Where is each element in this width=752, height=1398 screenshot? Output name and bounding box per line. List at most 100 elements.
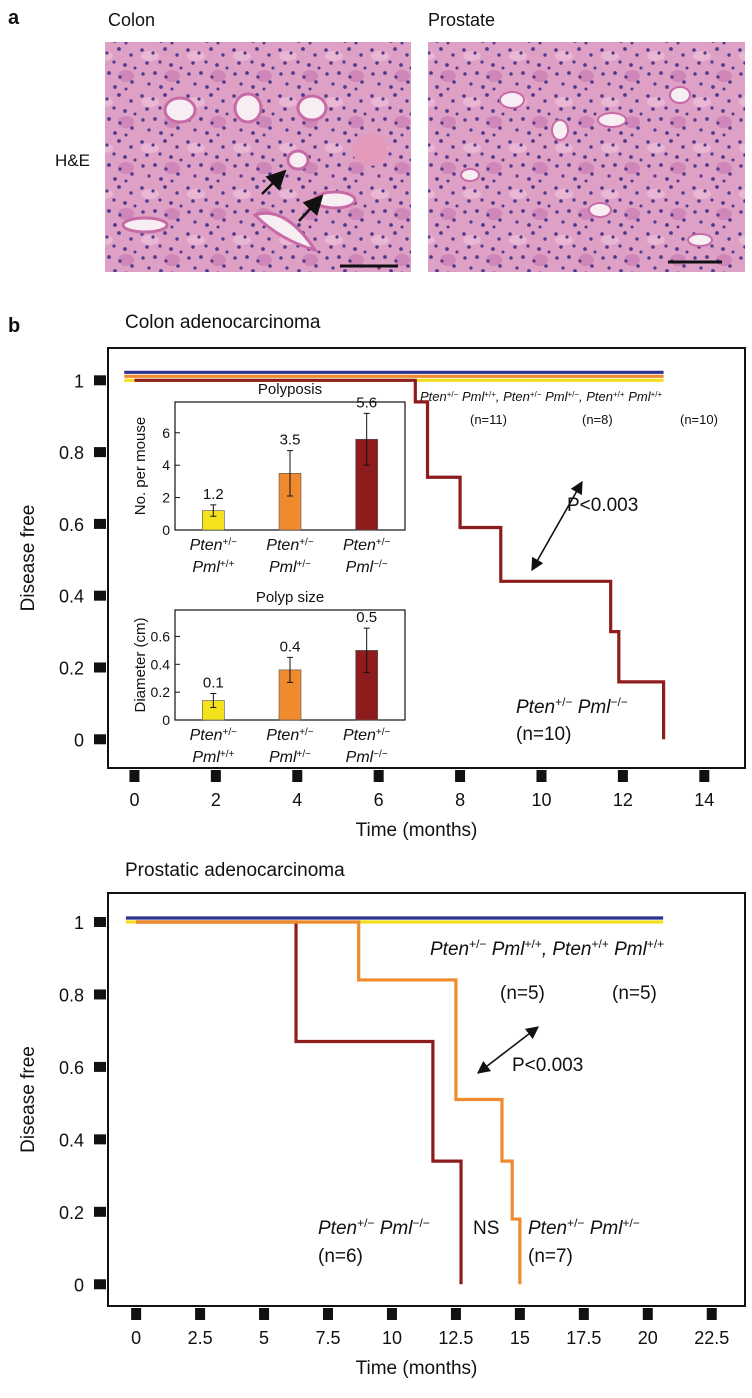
annotation: Pten+/− Pml+/+, Pten+/+ Pml+/+ [430,937,664,960]
y-tick-mark [94,590,106,601]
y-tick-label: 0.2 [59,658,84,678]
error-bar [210,693,217,708]
superscript: +/− [555,695,572,709]
x-tick-mark [210,770,221,782]
superscript: +/+ [647,937,664,951]
x-tick-label: 10 [531,790,551,810]
text-segment: Pml [269,749,297,766]
y-axis-label: Disease free [18,1046,39,1153]
x-tick-label: Pml+/− [269,749,311,767]
x-tick-label: 20 [638,1328,658,1348]
text-segment: Pten [430,939,469,960]
comparison-arrow [476,1026,540,1074]
x-tick-label: Pten+/− [190,727,238,745]
x-tick-label: Pml+/+ [192,749,234,767]
y-tick-label: 0.4 [59,587,84,607]
text-segment: Pml [192,559,220,576]
plot-frame [107,347,746,769]
inset-title: Polyp size [256,589,324,606]
text-segment: , Pten [542,939,592,960]
text-segment: Pten [318,1218,357,1239]
superscript: −/− [373,749,388,760]
superscript: +/− [447,390,459,399]
annotation: Pten+/− Pml−/− [318,1216,430,1239]
text-segment: P<0.003 [567,495,638,516]
x-tick-label: 15 [510,1328,530,1348]
text-segment: , Pten [579,389,613,404]
superscript: +/− [530,390,542,399]
y-tick-label: 6 [162,425,170,441]
x-tick-label: 2.5 [188,1328,213,1348]
y-tick-label: 1 [74,913,84,933]
x-tick-label: Pten+/− [266,727,314,745]
superscript: +/− [299,537,314,548]
y-tick-label: 0.8 [59,443,84,463]
x-axis-label: Time (months) [356,820,478,841]
text-segment: Pten [190,537,223,554]
comparison-arrow [531,480,583,572]
y-tick-label: 2 [162,490,170,506]
y-tick-label: 1 [74,371,84,391]
x-axis-label: Time (months) [356,1358,478,1379]
x-tick-label: 4 [292,790,302,810]
y-tick-mark [94,662,106,673]
y-axis-label: Diameter (cm) [132,617,149,712]
superscript: +/− [223,727,238,738]
x-tick-label: Pten+/− [343,537,391,555]
annotation: NS [473,1218,499,1239]
superscript: +/− [357,1216,374,1230]
x-tick-label: Pten+/− [190,537,238,555]
text-segment: Pml [458,389,485,404]
superscript: +/− [297,749,312,760]
text-segment: Pten [420,389,447,404]
annotation: (n=10) [680,412,718,427]
text-segment: Pten [343,727,376,744]
x-tick-mark [578,1308,589,1320]
superscript: +/− [567,390,579,399]
x-tick-mark [699,770,710,782]
value-label: 3.5 [280,432,301,449]
x-tick-mark [259,1308,270,1320]
x-tick-label: 17.5 [566,1328,601,1348]
x-tick-label: 12.5 [438,1328,473,1348]
error-bar [287,450,293,497]
y-tick-mark [94,447,106,458]
x-tick-label: Pml+/− [269,559,311,577]
x-tick-mark [323,1308,334,1320]
y-tick-mark [94,1206,106,1217]
text-segment: Pml [374,1218,413,1239]
text-segment: Pml [346,749,374,766]
x-tick-label: 5 [259,1328,269,1348]
chart-title: Prostatic adenocarcinoma [125,860,345,881]
annotation: Pten+/− Pml+/+, Pten+/− Pml+/−, Pten+/+ … [420,389,662,404]
superscript: +/− [376,537,391,548]
annotation: (n=10) [516,724,571,745]
y-tick-mark [94,1061,106,1072]
text-segment: (n=5) [500,983,545,1004]
x-tick-mark [129,770,140,782]
image-title: Colon [108,10,155,30]
superscript: +/− [622,1216,639,1230]
text-segment: (n=10) [680,412,718,427]
superscript: +/− [223,537,238,548]
superscript: +/− [297,559,312,570]
x-tick-label: 22.5 [694,1328,729,1348]
value-label: 5.6 [356,394,377,411]
x-tick-label: Pten+/− [343,727,391,745]
inset-title: Polyposis [258,381,322,398]
y-tick-label: 0.6 [59,515,84,535]
x-tick-label: Pml−/− [346,749,388,767]
survival-curve [134,378,666,740]
x-tick-mark [292,770,303,782]
value-label: 1.2 [203,486,224,503]
superscript: −/− [610,695,627,709]
y-tick-label: 0 [74,1275,84,1295]
y-tick-label: 0.4 [59,1130,84,1150]
error-bar [363,627,370,674]
row-label: H&E [55,151,90,170]
y-tick-label: 0.6 [59,1058,84,1078]
superscript: +/+ [220,559,235,570]
x-tick-label: 0 [129,790,139,810]
y-tick-label: 0.6 [151,628,171,644]
